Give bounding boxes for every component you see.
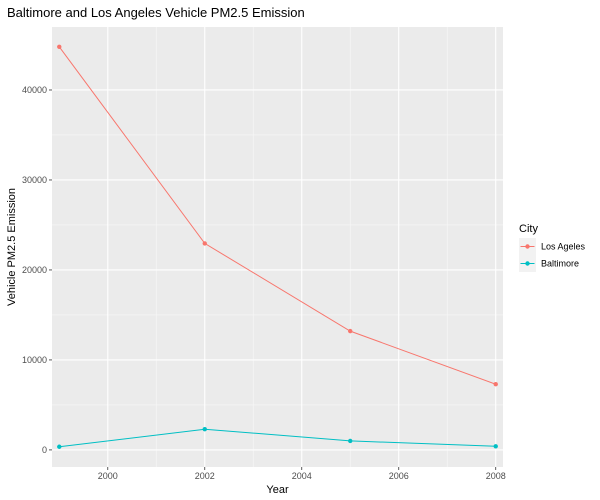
data-point-los-ageles bbox=[348, 328, 353, 334]
legend-title: City bbox=[519, 223, 538, 235]
y-tick-label: 30000 bbox=[22, 175, 47, 185]
chart-title: Baltimore and Los Angeles Vehicle PM2.5 … bbox=[7, 5, 305, 20]
major-gridlines bbox=[52, 27, 503, 467]
data-point-los-ageles bbox=[202, 241, 207, 246]
x-tick-label: 2008 bbox=[486, 471, 506, 481]
legend-point-los-ageles bbox=[525, 244, 530, 249]
legend-label-baltimore: Baltimore bbox=[541, 259, 579, 269]
x-tick-label: 2004 bbox=[292, 471, 312, 481]
y-tick-label: 10000 bbox=[22, 355, 47, 365]
data-point-baltimore bbox=[202, 427, 207, 432]
x-tick-label: 2002 bbox=[195, 471, 215, 481]
data-point-los-ageles bbox=[57, 44, 62, 49]
y-axis: 0 10000 20000 30000 40000 bbox=[22, 85, 52, 455]
legend-label-los-ageles: Los Ageles bbox=[541, 242, 586, 252]
x-axis: 2000 2002 2004 2006 2008 bbox=[98, 467, 506, 481]
series-layer bbox=[57, 44, 498, 449]
x-axis-title: Year bbox=[266, 484, 289, 496]
legend-point-baltimore bbox=[525, 261, 530, 266]
data-point-baltimore bbox=[493, 444, 498, 449]
y-tick-label: 40000 bbox=[22, 85, 47, 95]
series-line-baltimore bbox=[59, 428, 496, 448]
series-line-los-ageles bbox=[58, 46, 496, 385]
plot-panel bbox=[52, 27, 503, 467]
minor-gridlines bbox=[52, 27, 503, 467]
x-tick-label: 2006 bbox=[389, 471, 409, 481]
data-point-baltimore bbox=[57, 444, 62, 449]
y-tick-label: 0 bbox=[42, 445, 47, 455]
data-point-los-ageles bbox=[493, 382, 498, 387]
x-tick-label: 2000 bbox=[98, 471, 118, 481]
legend: City Los Ageles Baltimore bbox=[519, 223, 586, 272]
y-tick-label: 20000 bbox=[22, 265, 47, 275]
y-axis-title: Vehicle PM2.5 Emission bbox=[6, 188, 18, 306]
data-point-baltimore bbox=[348, 438, 353, 444]
